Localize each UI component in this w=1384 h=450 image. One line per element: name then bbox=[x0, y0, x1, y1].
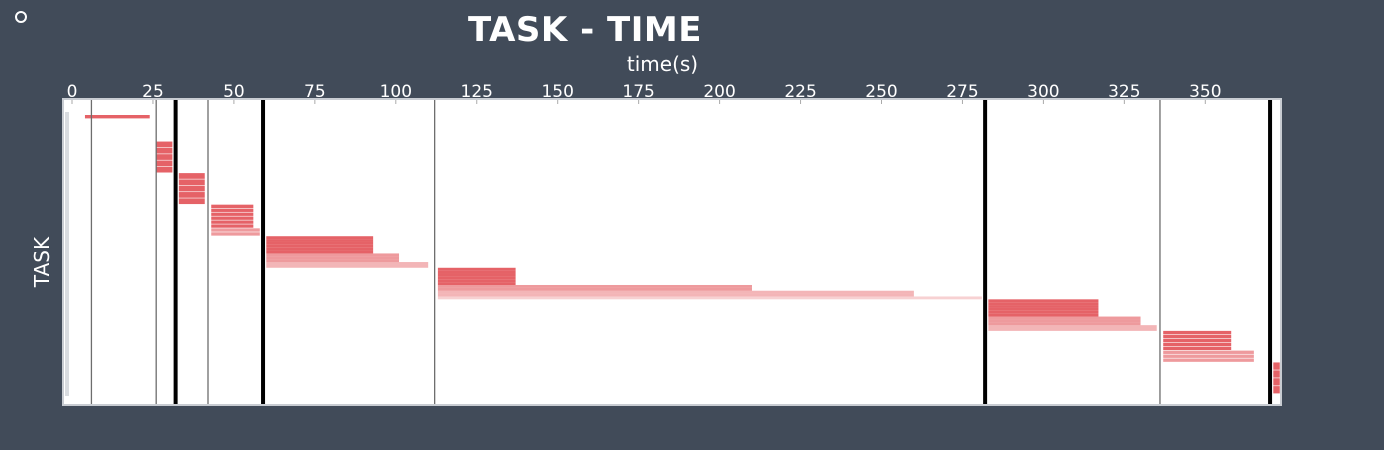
task-bar bbox=[178, 179, 205, 186]
task-bar bbox=[266, 264, 429, 268]
task-bar bbox=[266, 244, 374, 248]
x-tick-label: 75 bbox=[304, 82, 326, 102]
task-bar bbox=[266, 236, 374, 240]
task-bar bbox=[156, 147, 173, 154]
task-bar bbox=[437, 273, 516, 277]
task-bar bbox=[1163, 338, 1232, 343]
task-bar bbox=[266, 241, 374, 245]
y-scrollbar bbox=[65, 112, 69, 396]
x-tick-label: 275 bbox=[946, 82, 978, 102]
task-bar bbox=[988, 319, 1141, 323]
task-bar bbox=[1273, 378, 1280, 386]
bullet-icon bbox=[15, 11, 27, 23]
task-bar bbox=[266, 256, 400, 260]
task-bar bbox=[1163, 354, 1254, 358]
task-bar bbox=[1163, 330, 1232, 335]
task-bar bbox=[178, 185, 205, 192]
x-tick-label: 300 bbox=[1027, 82, 1059, 102]
task-bar bbox=[988, 313, 1099, 317]
task-bar bbox=[1163, 346, 1232, 351]
x-axis-label: time(s) bbox=[626, 52, 699, 76]
task-bar bbox=[988, 299, 1099, 303]
task-bar bbox=[156, 166, 173, 173]
task-bar bbox=[437, 287, 752, 291]
task-bar bbox=[1273, 370, 1280, 378]
task-bar bbox=[437, 296, 982, 300]
x-tick-label: 175 bbox=[622, 82, 654, 102]
task-bar bbox=[988, 310, 1099, 314]
task-bar bbox=[266, 253, 400, 257]
task-bar bbox=[178, 192, 205, 198]
task-bar bbox=[437, 293, 914, 297]
x-tick-label: 225 bbox=[784, 82, 816, 102]
chart-title: TASK - TIME bbox=[468, 10, 702, 50]
task-bar bbox=[437, 284, 752, 288]
task-bar bbox=[1273, 386, 1280, 394]
task-bar bbox=[211, 204, 254, 209]
task-bar bbox=[437, 270, 516, 274]
x-tick-label: 25 bbox=[142, 82, 164, 102]
x-tick-label: 325 bbox=[1108, 82, 1140, 102]
task-bar bbox=[988, 316, 1141, 320]
task-bar bbox=[988, 322, 1141, 326]
task-bar bbox=[988, 328, 1157, 331]
x-tick-label: 125 bbox=[461, 82, 493, 102]
task-bar bbox=[211, 216, 254, 220]
task-bar bbox=[156, 141, 173, 148]
x-tick-label: 200 bbox=[703, 82, 735, 102]
task-bar bbox=[178, 198, 205, 205]
task-bar bbox=[437, 267, 516, 271]
plot-area bbox=[64, 100, 1280, 404]
x-tick-label: 150 bbox=[541, 82, 573, 102]
task-bar bbox=[211, 224, 254, 228]
task-bar bbox=[266, 250, 374, 254]
task-bar bbox=[211, 208, 254, 212]
task-bar bbox=[988, 325, 1157, 329]
task-bar bbox=[156, 154, 173, 160]
task-bar bbox=[211, 212, 254, 216]
task-bar bbox=[437, 279, 516, 283]
task-bar bbox=[266, 239, 374, 242]
task-bar bbox=[1163, 358, 1254, 362]
x-tick-label: 100 bbox=[380, 82, 412, 102]
task-bar bbox=[437, 282, 516, 285]
task-bar bbox=[988, 307, 1099, 311]
task-bar bbox=[1163, 342, 1232, 347]
task-bar bbox=[84, 115, 150, 119]
task-bar bbox=[156, 160, 173, 167]
task-bar bbox=[178, 173, 205, 179]
task-bar bbox=[1163, 334, 1232, 339]
task-bar bbox=[211, 228, 260, 232]
task-bar bbox=[988, 302, 1099, 306]
task-bar bbox=[988, 305, 1099, 308]
x-tick-label: 0 bbox=[67, 82, 78, 102]
task-bar bbox=[266, 259, 400, 263]
task-bar bbox=[1163, 350, 1254, 354]
x-tick-label: 50 bbox=[223, 82, 245, 102]
task-bar bbox=[211, 232, 260, 236]
task-bar bbox=[437, 290, 914, 294]
task-bar bbox=[1273, 362, 1280, 370]
task-bar bbox=[437, 276, 516, 280]
x-tick-label: 250 bbox=[865, 82, 897, 102]
x-tick-label: 350 bbox=[1189, 82, 1221, 102]
task-bar bbox=[266, 247, 374, 251]
task-bar bbox=[211, 220, 254, 224]
task-bar bbox=[266, 262, 429, 265]
